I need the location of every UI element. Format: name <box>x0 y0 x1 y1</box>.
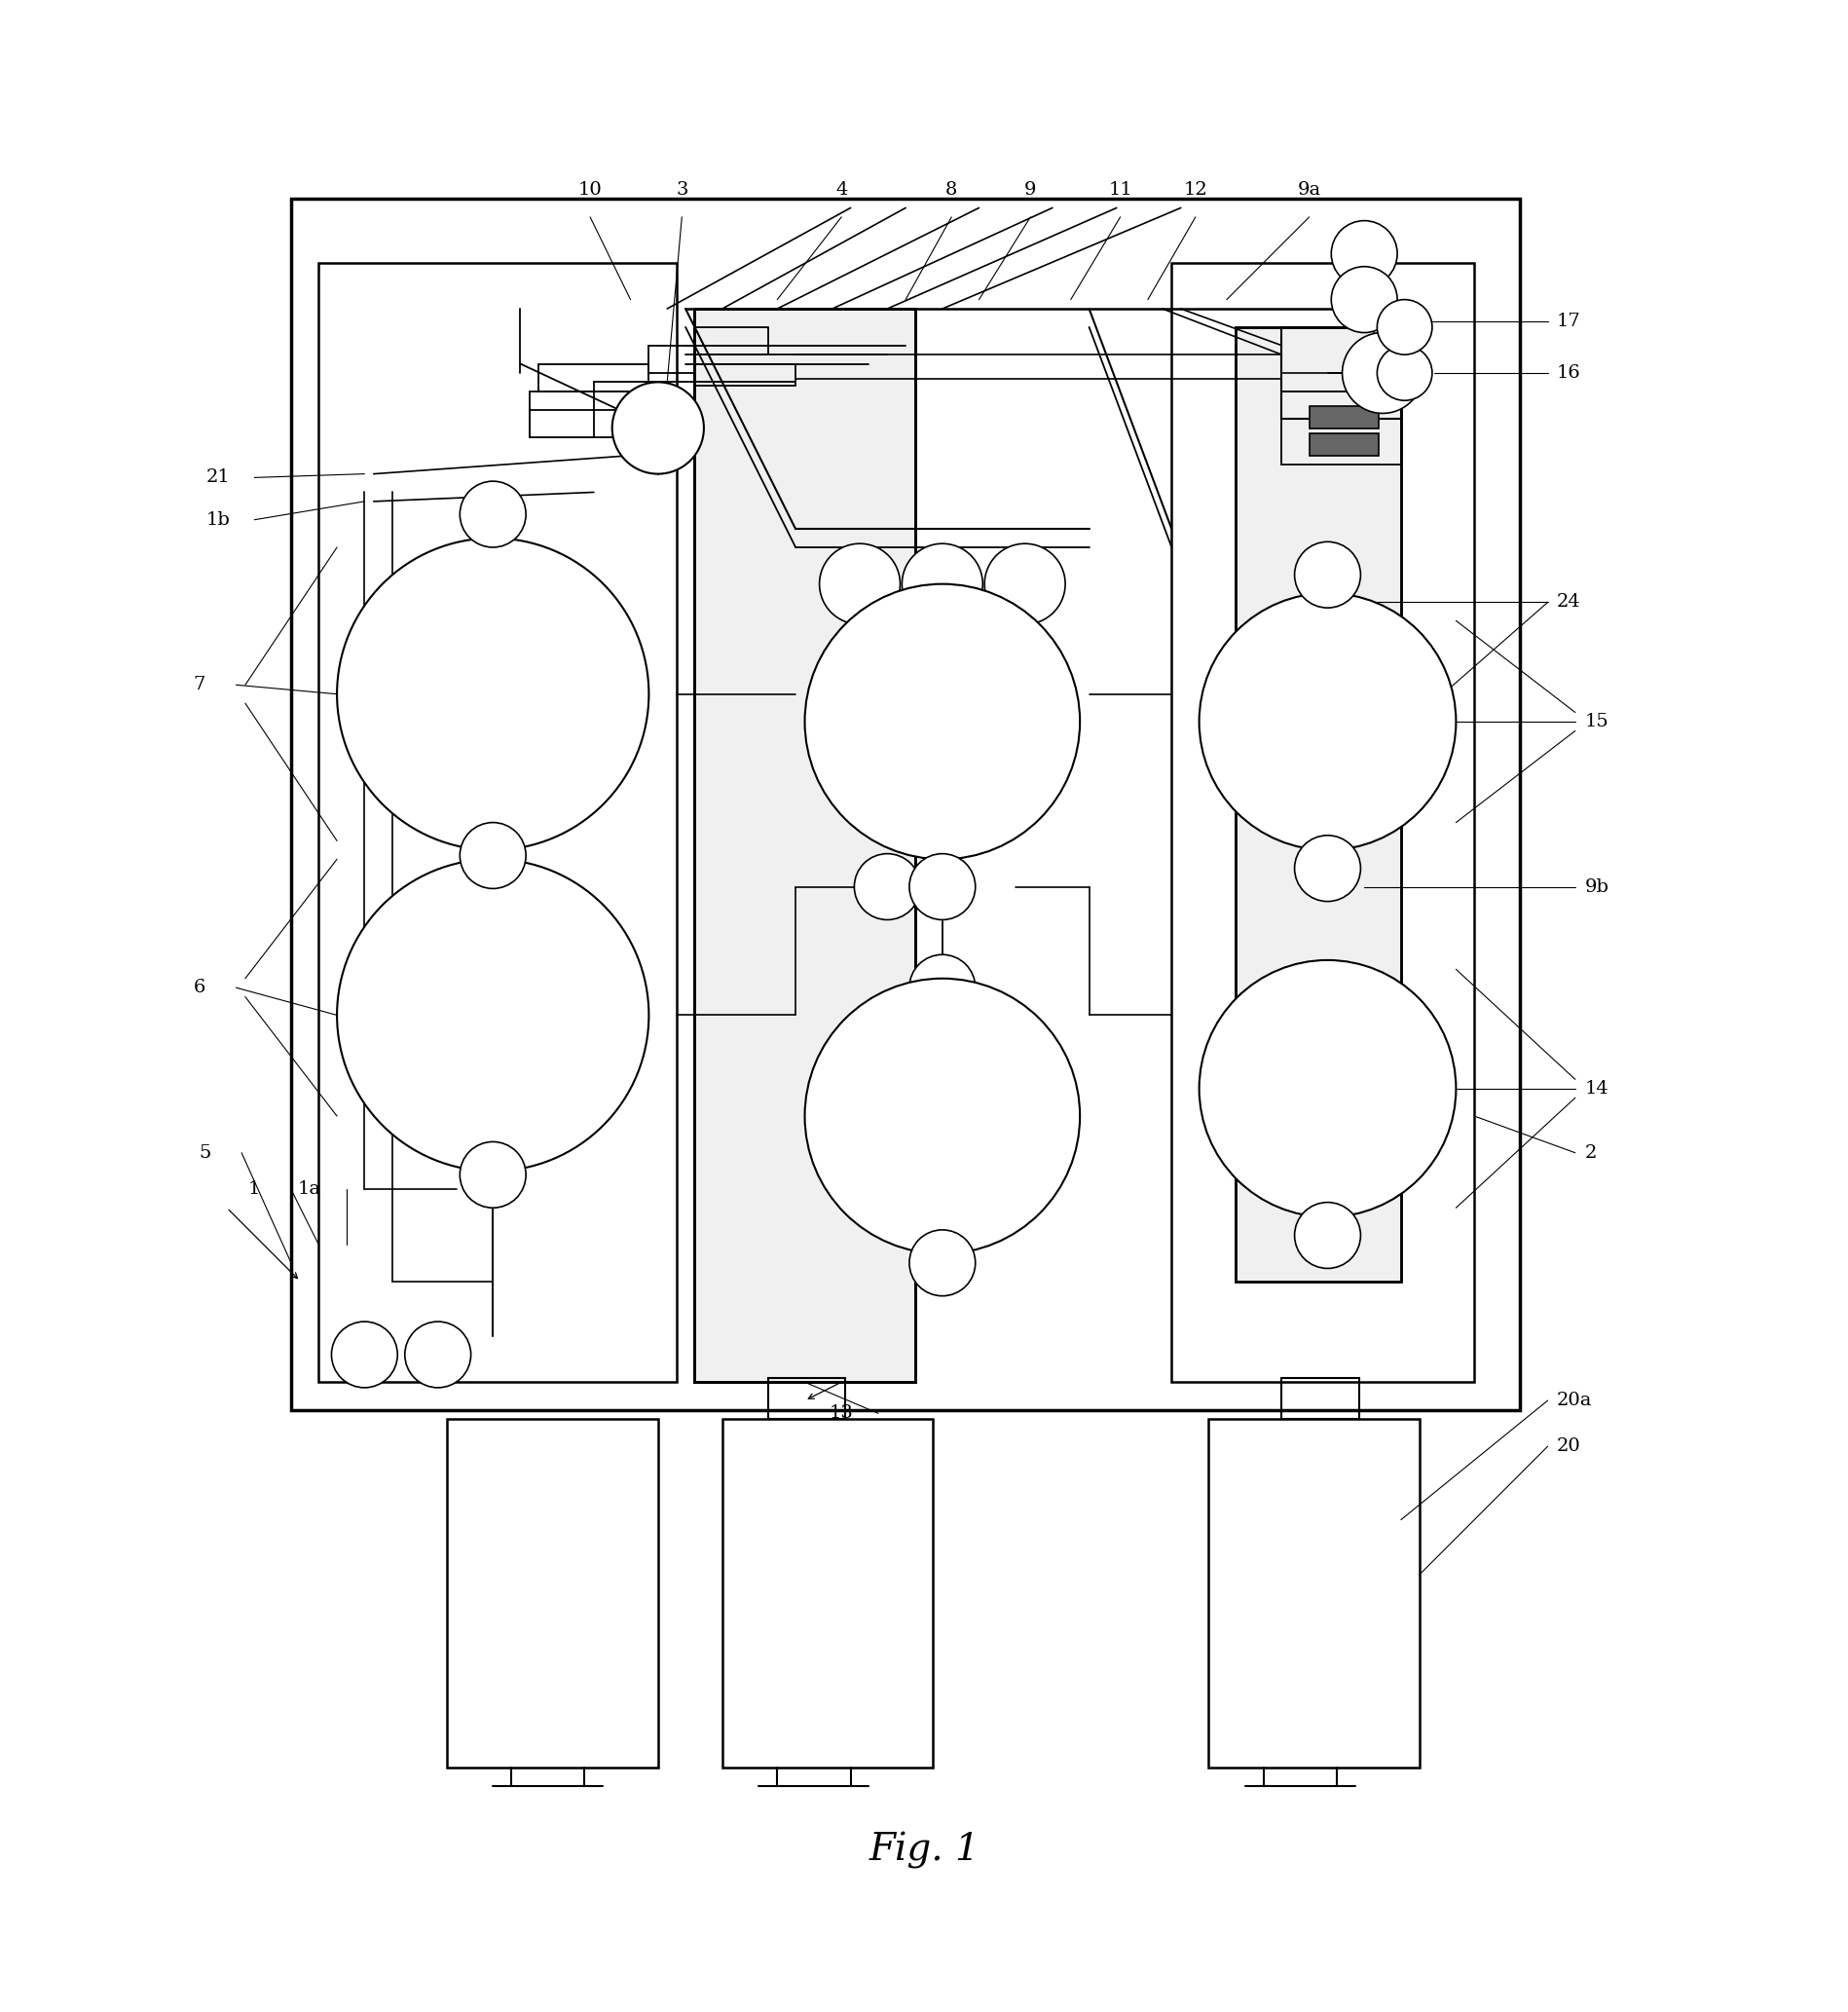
Text: 5: 5 <box>200 1145 211 1161</box>
Text: 1: 1 <box>248 1181 261 1199</box>
Text: 24: 24 <box>1556 594 1582 612</box>
Bar <box>695 328 769 354</box>
Text: 6: 6 <box>194 980 205 996</box>
Text: 3: 3 <box>676 181 687 199</box>
Circle shape <box>405 1322 471 1388</box>
Text: 8: 8 <box>946 181 957 199</box>
Bar <box>769 1378 845 1418</box>
Bar <box>723 1418 933 1767</box>
Text: Fig. 1: Fig. 1 <box>869 1831 979 1869</box>
Bar <box>530 390 667 437</box>
Bar <box>447 1418 658 1767</box>
Circle shape <box>909 1229 976 1296</box>
Bar <box>292 199 1521 1410</box>
Circle shape <box>336 859 649 1171</box>
Text: 9a: 9a <box>1297 181 1321 199</box>
Circle shape <box>331 1322 397 1388</box>
Text: 7: 7 <box>194 676 205 694</box>
Text: 10: 10 <box>578 181 602 199</box>
Circle shape <box>1377 300 1432 354</box>
Text: 9b: 9b <box>1584 877 1610 895</box>
Circle shape <box>1199 594 1456 849</box>
Bar <box>1236 328 1401 1282</box>
Circle shape <box>819 543 900 624</box>
Text: 20a: 20a <box>1556 1392 1593 1408</box>
Circle shape <box>336 537 649 849</box>
Bar <box>695 364 796 386</box>
Bar <box>540 364 649 390</box>
Bar <box>695 308 915 1382</box>
Bar <box>1172 264 1475 1382</box>
Circle shape <box>1342 332 1423 412</box>
Bar <box>1283 328 1401 418</box>
Circle shape <box>1377 346 1432 400</box>
Text: 11: 11 <box>1109 181 1133 199</box>
Text: 15: 15 <box>1584 712 1608 730</box>
Circle shape <box>909 954 976 1020</box>
Bar <box>1283 1378 1358 1418</box>
Text: 13: 13 <box>830 1404 854 1422</box>
Text: 21: 21 <box>205 469 229 487</box>
Bar <box>1308 433 1379 455</box>
Text: 17: 17 <box>1556 312 1582 330</box>
Bar <box>649 346 695 372</box>
Bar <box>318 264 676 1382</box>
Circle shape <box>1331 221 1397 288</box>
Text: 14: 14 <box>1584 1080 1608 1097</box>
Circle shape <box>1199 960 1456 1217</box>
Circle shape <box>804 978 1079 1253</box>
Circle shape <box>909 853 976 919</box>
Circle shape <box>854 853 920 919</box>
Bar <box>1209 1418 1419 1767</box>
Circle shape <box>1295 541 1360 608</box>
Bar <box>695 308 915 1382</box>
Bar <box>1236 328 1401 1282</box>
Circle shape <box>460 1141 527 1207</box>
Text: 16: 16 <box>1556 364 1582 382</box>
Circle shape <box>460 823 527 889</box>
Text: 20: 20 <box>1556 1439 1582 1455</box>
Circle shape <box>985 543 1064 624</box>
Circle shape <box>1295 835 1360 901</box>
Text: 1b: 1b <box>205 511 229 529</box>
Bar <box>1308 406 1379 429</box>
Text: 12: 12 <box>1183 181 1207 199</box>
Bar <box>1283 390 1401 465</box>
Circle shape <box>612 382 704 475</box>
Text: 4: 4 <box>835 181 848 199</box>
Circle shape <box>1331 266 1397 332</box>
Text: 2: 2 <box>1584 1145 1597 1161</box>
Text: 9: 9 <box>1024 181 1037 199</box>
Circle shape <box>460 481 527 547</box>
Circle shape <box>902 543 983 624</box>
Circle shape <box>1295 1203 1360 1268</box>
Text: 1a: 1a <box>298 1181 322 1199</box>
Circle shape <box>804 583 1079 859</box>
